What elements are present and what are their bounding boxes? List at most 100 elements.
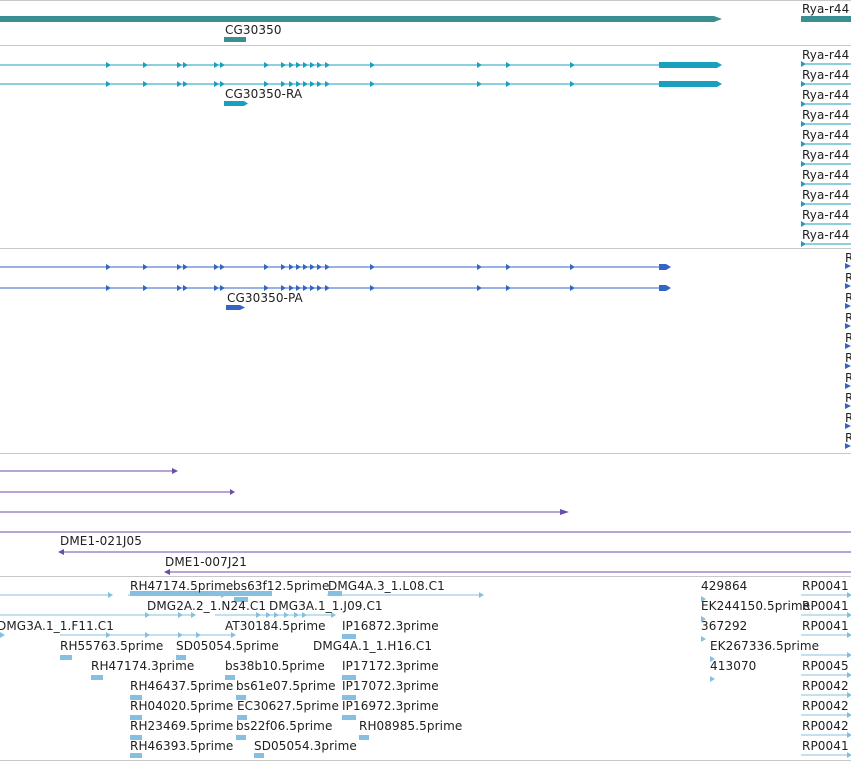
strand-arrow-icon[interactable] (845, 423, 851, 429)
transcript-side-label[interactable]: Rya-r44 (802, 188, 850, 202)
strand-arrow-icon[interactable] (845, 383, 851, 389)
est-label[interactable]: RH46437.5prime (130, 679, 234, 693)
strand-arrow-icon[interactable] (370, 285, 375, 291)
protein-side-label[interactable]: R (845, 291, 851, 305)
est-block[interactable] (342, 634, 356, 639)
strand-arrow-icon[interactable] (317, 264, 322, 270)
est-block[interactable] (130, 695, 142, 700)
strand-arrow-icon[interactable] (220, 62, 225, 68)
est-label[interactable]: RH08985.5prime (359, 719, 463, 733)
strand-arrow-icon[interactable] (506, 62, 511, 68)
strand-arrow-icon[interactable] (244, 101, 248, 106)
protein-side-label[interactable]: R (845, 391, 851, 405)
strand-arrow-icon[interactable] (701, 616, 706, 622)
strand-arrow-icon[interactable] (106, 81, 111, 87)
est-label[interactable]: IP17072.3prime (342, 679, 439, 693)
transcript-side-label[interactable]: Rya-r44 (802, 148, 850, 162)
strand-arrow-icon[interactable] (281, 285, 286, 291)
transcript-side-label[interactable]: Rya-r44 (802, 88, 850, 102)
strand-arrow-icon[interactable] (570, 81, 575, 87)
strand-arrow-icon[interactable] (214, 62, 219, 68)
est-label[interactable]: SD05054.3prime (254, 739, 357, 753)
transcript-side-label[interactable]: Rya-r44 (802, 128, 850, 142)
strand-arrow-icon[interactable] (296, 285, 301, 291)
gene-glyph-cg30350[interactable] (0, 0, 851, 45)
est-label[interactable]: RH04020.5prime (130, 699, 234, 713)
protein-exon[interactable] (226, 305, 240, 310)
clone-glyphs[interactable] (0, 454, 851, 576)
strand-arrow-icon[interactable] (666, 264, 671, 270)
est-block[interactable] (237, 715, 247, 720)
strand-arrow-icon[interactable] (845, 403, 851, 409)
strand-arrow-icon[interactable] (325, 62, 330, 68)
clone-label[interactable]: DME1-021J05 (60, 534, 142, 548)
est-block[interactable] (130, 735, 142, 740)
strand-arrow-icon[interactable] (106, 632, 111, 638)
strand-arrow-icon[interactable] (264, 62, 269, 68)
strand-arrow-icon[interactable] (570, 62, 575, 68)
strand-arrow-icon[interactable] (370, 81, 375, 87)
strand-arrow-icon[interactable] (847, 732, 851, 738)
protein-side-label[interactable]: R (845, 251, 851, 265)
strand-arrow-icon[interactable] (701, 636, 706, 642)
est-block[interactable] (236, 735, 246, 740)
strand-arrow-icon[interactable] (310, 62, 315, 68)
strand-arrow-icon[interactable] (220, 285, 225, 291)
protein-side-label[interactable]: R (845, 431, 851, 445)
strand-arrow-icon[interactable] (289, 81, 294, 87)
strand-arrow-icon[interactable] (289, 264, 294, 270)
strand-arrow-icon[interactable] (108, 592, 113, 598)
strand-arrow-icon[interactable] (256, 612, 261, 618)
transcript-label-cg30350-ra[interactable]: CG30350-RA (225, 87, 303, 101)
est-label[interactable]: EK267336.5prime (710, 639, 820, 653)
strand-arrow-icon[interactable] (570, 264, 575, 270)
strand-arrow-icon[interactable] (214, 81, 219, 87)
strand-arrow-icon[interactable] (143, 62, 148, 68)
strand-arrow-icon[interactable] (845, 323, 851, 329)
est-label[interactable]: RP0041 (802, 619, 849, 633)
strand-arrow-icon[interactable] (506, 285, 511, 291)
strand-arrow-icon[interactable] (183, 285, 188, 291)
strand-arrow-icon[interactable] (506, 81, 511, 87)
strand-arrow-icon[interactable] (477, 285, 482, 291)
strand-arrow-icon[interactable] (847, 632, 851, 638)
est-label[interactable]: DMG3A.1_1.F11.C1 (0, 619, 115, 633)
strand-arrow-icon[interactable] (847, 712, 851, 718)
gene-label-cg30350[interactable]: CG30350 (225, 23, 282, 37)
strand-arrow-icon[interactable] (106, 285, 111, 291)
strand-arrow-icon[interactable] (477, 264, 482, 270)
est-block[interactable] (176, 655, 186, 660)
est-block[interactable] (342, 675, 356, 680)
strand-arrow-icon[interactable] (801, 181, 806, 187)
strand-arrow-icon[interactable] (264, 264, 269, 270)
strand-arrow-icon[interactable] (710, 676, 715, 682)
est-block[interactable] (359, 735, 369, 740)
strand-arrow-icon[interactable] (847, 612, 851, 618)
est-label[interactable]: RH47174.3prime (91, 659, 195, 673)
est-label[interactable]: bs22f06.5prime (236, 719, 333, 733)
protein-label-cg30350-pa[interactable]: CG30350-PA (227, 291, 303, 305)
strand-arrow-icon[interactable] (0, 632, 5, 638)
strand-arrow-icon[interactable] (220, 81, 225, 87)
strand-arrow-icon[interactable] (240, 305, 245, 310)
strand-arrow-icon[interactable] (801, 161, 806, 167)
strand-arrow-icon[interactable] (266, 612, 271, 618)
strand-arrow-icon[interactable] (303, 81, 308, 87)
strand-arrow-icon[interactable] (317, 62, 322, 68)
est-label[interactable]: RP0042 (802, 679, 849, 693)
strand-arrow-icon[interactable] (710, 656, 715, 662)
transcript-glyphs[interactable] (0, 46, 851, 248)
strand-arrow-icon[interactable] (801, 241, 806, 247)
est-block[interactable] (342, 695, 356, 700)
est-label[interactable]: EC30627.5prime (237, 699, 339, 713)
est-label[interactable]: bs63f12.5prime (233, 579, 330, 593)
strand-arrow-icon[interactable] (303, 264, 308, 270)
strand-arrow-icon[interactable] (143, 285, 148, 291)
est-block[interactable] (328, 591, 342, 596)
est-label[interactable]: RP0041 (802, 739, 849, 753)
strand-arrow-icon[interactable] (847, 752, 851, 758)
strand-arrow-icon[interactable] (325, 81, 330, 87)
strand-arrow-icon[interactable] (845, 283, 851, 289)
est-label[interactable]: 367292 (701, 619, 748, 633)
protein-exon[interactable] (659, 285, 666, 291)
